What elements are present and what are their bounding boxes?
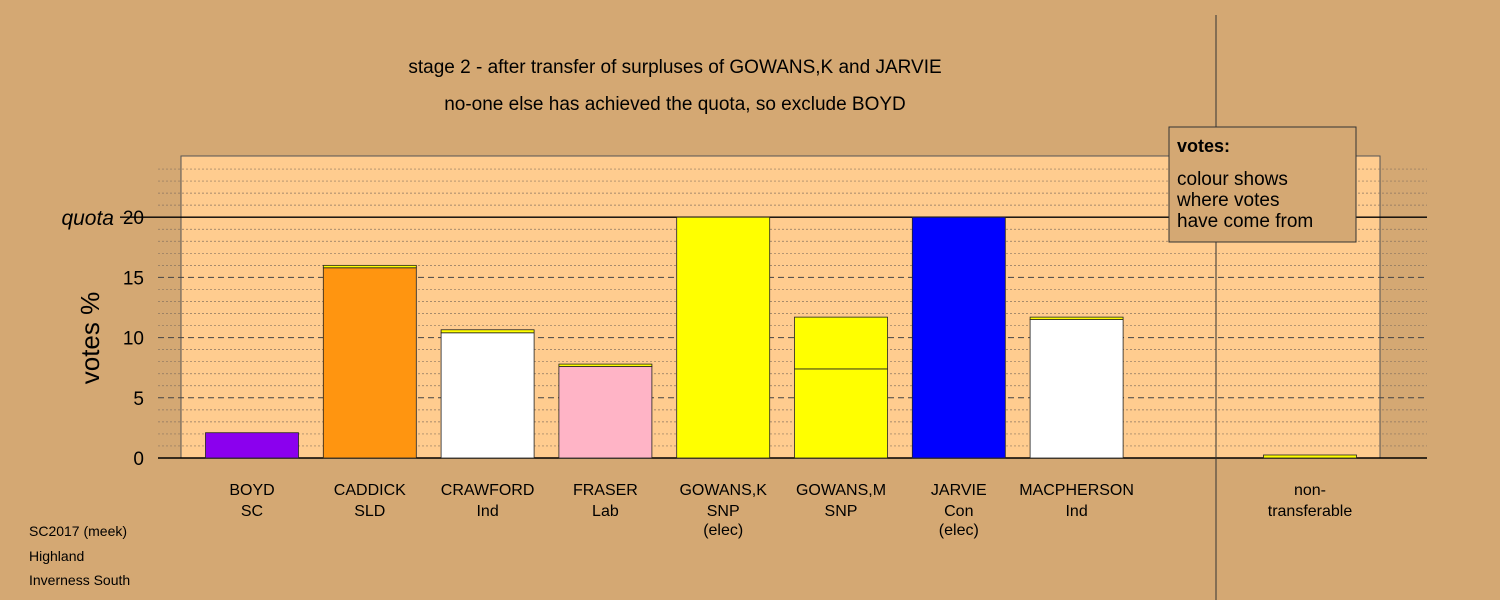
footer-council: Highland bbox=[29, 548, 84, 564]
footer-election: SC2017 (meek) bbox=[29, 523, 127, 539]
bar-segment bbox=[794, 368, 888, 459]
footer-ward: Inverness South bbox=[29, 572, 130, 588]
legend-box bbox=[1168, 126, 1357, 243]
bar-segment bbox=[794, 316, 888, 370]
candidate-party: Con bbox=[944, 503, 973, 520]
non-transferable-label: transferable bbox=[1268, 503, 1353, 520]
legend-heading: votes: bbox=[1177, 136, 1230, 156]
legend: votes: colour shows where votes have com… bbox=[1168, 126, 1357, 243]
y-tick-label: 0 bbox=[133, 449, 144, 470]
non-transferable-bar bbox=[1263, 454, 1357, 459]
legend-line-1: colour shows bbox=[1177, 169, 1288, 190]
bars bbox=[205, 216, 1357, 459]
candidate-name: GOWANS,M bbox=[796, 482, 886, 499]
candidate-name: GOWANS,K bbox=[679, 482, 767, 499]
candidate-party: Ind bbox=[1065, 503, 1087, 520]
candidate-name: JARVIE bbox=[931, 482, 987, 499]
candidate-status: (elec) bbox=[939, 522, 979, 539]
y-tick-label: 20 bbox=[123, 208, 144, 229]
bar-segment bbox=[322, 264, 417, 269]
bar-segment bbox=[558, 366, 653, 459]
candidate-name: MACPHERSON bbox=[1019, 482, 1134, 499]
bar-segment bbox=[1029, 319, 1124, 459]
bar-segment bbox=[322, 267, 417, 459]
y-tick-label: 10 bbox=[123, 329, 144, 350]
candidate-party: SC bbox=[241, 503, 263, 520]
candidate-party: SNP bbox=[825, 503, 858, 520]
bar-segment bbox=[911, 216, 1006, 459]
y-axis-label: votes % bbox=[75, 292, 105, 385]
bar-segment bbox=[205, 432, 299, 459]
candidate-name: CADDICK bbox=[334, 482, 406, 499]
y-tick-label: 15 bbox=[123, 268, 144, 289]
legend-line-2: where votes bbox=[1176, 190, 1279, 211]
candidate-party: SNP bbox=[707, 503, 740, 520]
bar-segment bbox=[440, 329, 535, 334]
candidate-name: CRAWFORD bbox=[441, 482, 535, 499]
candidate-name: BOYD bbox=[229, 482, 274, 499]
candidate-party: Ind bbox=[476, 503, 498, 520]
bar-segment bbox=[558, 363, 653, 367]
chart-title: stage 2 - after transfer of surpluses of… bbox=[408, 57, 941, 78]
quota-label: quota bbox=[61, 207, 114, 230]
bar-segment bbox=[1029, 316, 1124, 320]
candidate-labels: BOYD SC CADDICK SLD CRAWFORD Ind FRASER Lab GOWA… bbox=[229, 482, 1352, 539]
y-tick-label: 5 bbox=[133, 389, 144, 410]
candidate-party: SLD bbox=[354, 503, 385, 520]
candidate-name: FRASER bbox=[573, 482, 638, 499]
candidate-status: (elec) bbox=[703, 522, 743, 539]
non-transferable-label: non- bbox=[1294, 482, 1326, 499]
bar-segment bbox=[676, 216, 771, 459]
chart-subtitle: no-one else has achieved the quota, so e… bbox=[444, 94, 906, 115]
bar-segment bbox=[440, 332, 535, 459]
y-axis: 0 5 10 15 20 bbox=[123, 208, 144, 470]
candidate-party: Lab bbox=[592, 503, 619, 520]
legend-line-3: have come from bbox=[1177, 211, 1313, 232]
